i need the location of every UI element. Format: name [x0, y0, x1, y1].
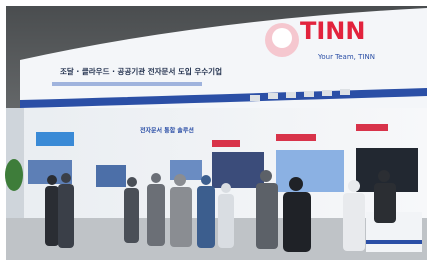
page: TINN Your Team, TINN 조달 · 클라우드 · 공공기관 전자… [0, 0, 433, 266]
booth-photo: TINN Your Team, TINN 조달 · 클라우드 · 공공기관 전자… [0, 0, 433, 266]
sign [356, 124, 388, 131]
screen [276, 150, 344, 192]
counter-stripe [366, 240, 422, 244]
logo-tagline: Your Team, TINN [317, 53, 375, 61]
sign [212, 140, 240, 147]
banner-sub [52, 82, 202, 86]
sign [36, 132, 74, 146]
scene: TINN Your Team, TINN 조달 · 클라우드 · 공공기관 전자… [5, 6, 427, 260]
sign [276, 134, 316, 141]
screen [170, 160, 202, 180]
screen [96, 165, 126, 187]
plant [5, 159, 23, 191]
logo: TINN [300, 17, 365, 45]
banner: 조달 · 클라우드 · 공공기관 전자문서 도입 우수기업 [60, 66, 222, 76]
mascot-face [272, 28, 292, 48]
panel-label: 전자문서 통합 솔루션 [140, 127, 194, 135]
screen [212, 152, 264, 188]
